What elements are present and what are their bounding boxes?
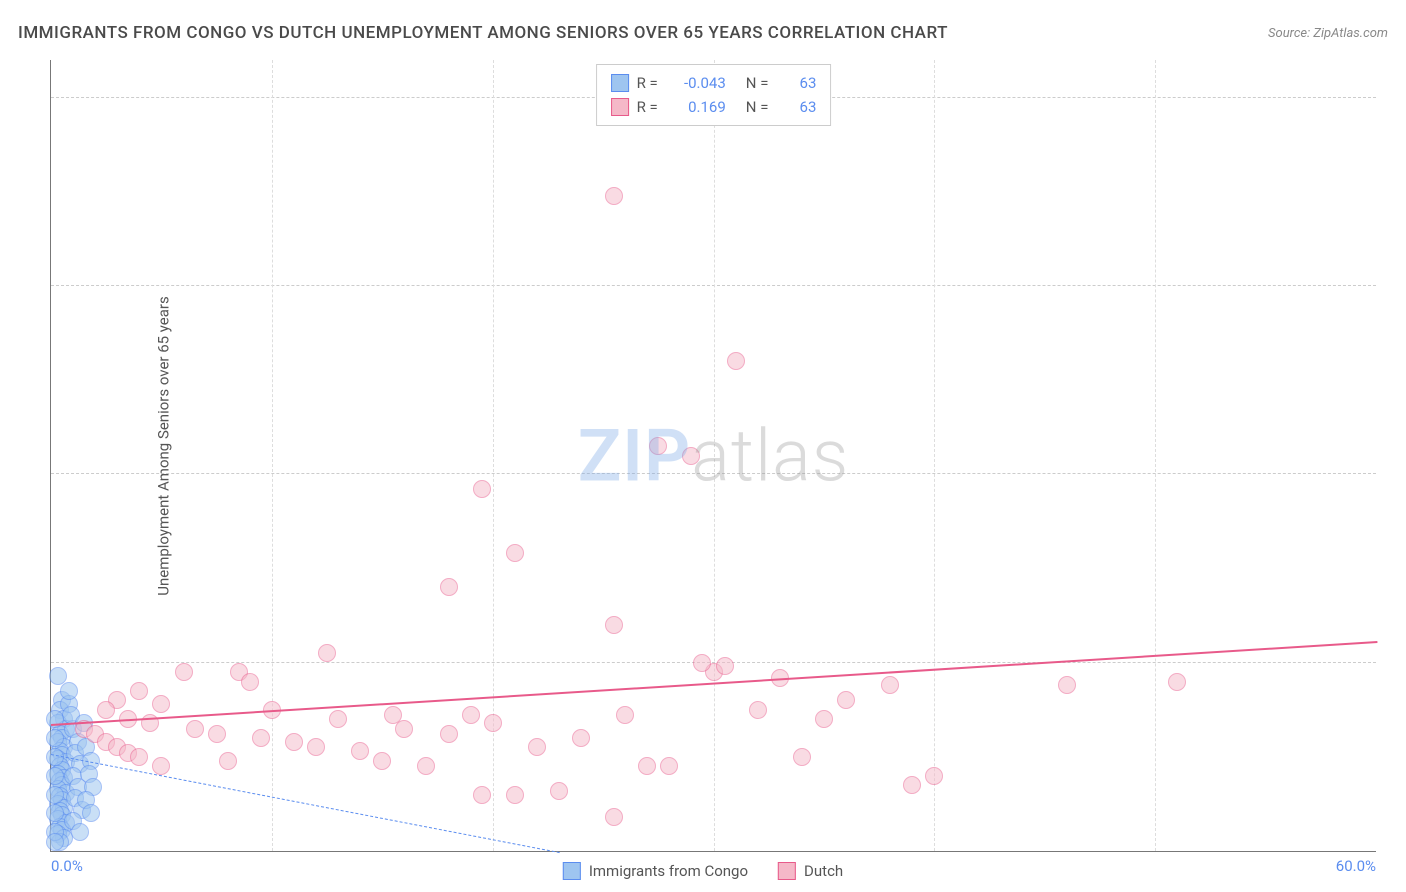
source-label: Source: ZipAtlas.com <box>1268 26 1388 41</box>
scatter-point <box>605 187 623 205</box>
scatter-point <box>71 823 89 841</box>
scatter-point <box>46 804 64 822</box>
scatter-point <box>506 544 524 562</box>
scatter-point <box>60 682 78 700</box>
scatter-point <box>473 786 491 804</box>
scatter-point <box>152 695 170 713</box>
scatter-point <box>1058 676 1076 694</box>
legend-row: R = 0.169 N = 63 <box>611 95 817 119</box>
scatter-point <box>152 757 170 775</box>
y-tick-label: 20.0% <box>1386 465 1406 483</box>
n-label: N = <box>746 71 769 95</box>
scatter-point <box>903 776 921 794</box>
scatter-point <box>46 767 64 785</box>
scatter-point <box>528 738 546 756</box>
scatter-point <box>473 480 491 498</box>
scatter-point <box>384 706 402 724</box>
scatter-point <box>506 786 524 804</box>
legend-swatch <box>611 98 629 116</box>
n-value: 63 <box>776 71 816 95</box>
scatter-point <box>1168 673 1186 691</box>
series-legend: Immigrants from Congo Dutch <box>563 862 843 880</box>
scatter-point <box>208 725 226 743</box>
scatter-point <box>219 752 237 770</box>
scatter-point <box>660 757 678 775</box>
scatter-point <box>130 748 148 766</box>
scatter-point <box>727 352 745 370</box>
scatter-point <box>130 682 148 700</box>
vgridline <box>934 60 935 851</box>
scatter-point <box>252 729 270 747</box>
scatter-point <box>329 710 347 728</box>
r-value: 0.169 <box>666 95 726 119</box>
x-tick-label: 60.0% <box>1336 857 1376 875</box>
scatter-point <box>550 782 568 800</box>
r-value: -0.043 <box>666 71 726 95</box>
scatter-point <box>749 701 767 719</box>
scatter-point <box>484 714 502 732</box>
x-tick-label: 0.0% <box>51 857 83 875</box>
scatter-point <box>462 706 480 724</box>
scatter-point <box>241 673 259 691</box>
scatter-point <box>440 725 458 743</box>
scatter-point <box>97 701 115 719</box>
vgridline <box>493 60 494 851</box>
y-tick-label: 10.0% <box>1386 654 1406 672</box>
correlation-legend: R = -0.043 N = 63 R = 0.169 N = 63 <box>596 64 832 126</box>
scatter-point <box>82 804 100 822</box>
scatter-point <box>285 733 303 751</box>
legend-swatch <box>611 74 629 92</box>
trend-line <box>51 754 559 853</box>
scatter-point <box>46 729 64 747</box>
r-label: R = <box>637 95 658 119</box>
legend-item: Dutch <box>778 862 843 880</box>
scatter-point <box>440 578 458 596</box>
scatter-point <box>351 742 369 760</box>
scatter-point <box>881 676 899 694</box>
chart-title: IMMIGRANTS FROM CONGO VS DUTCH UNEMPLOYM… <box>18 23 948 43</box>
vgridline <box>714 60 715 851</box>
scatter-point <box>793 748 811 766</box>
scatter-point <box>46 786 64 804</box>
n-value: 63 <box>776 95 816 119</box>
scatter-point <box>638 757 656 775</box>
vgridline <box>1155 60 1156 851</box>
scatter-point <box>417 757 435 775</box>
scatter-point <box>46 833 64 851</box>
scatter-point <box>682 447 700 465</box>
legend-label: Immigrants from Congo <box>589 862 748 880</box>
scatter-point <box>693 654 711 672</box>
chart-plot-area: ZIPatlas R =-0.043N =63R =0.169N =63 10.… <box>50 60 1376 852</box>
legend-swatch <box>563 862 581 880</box>
scatter-point <box>605 808 623 826</box>
scatter-point <box>649 437 667 455</box>
scatter-point <box>175 663 193 681</box>
vgridline <box>272 60 273 851</box>
scatter-point <box>318 644 336 662</box>
legend-swatch <box>778 862 796 880</box>
n-label: N = <box>746 95 769 119</box>
legend-row: R = -0.043 N = 63 <box>611 71 817 95</box>
scatter-point <box>307 738 325 756</box>
legend-label: Dutch <box>804 862 843 880</box>
scatter-point <box>815 710 833 728</box>
legend-item: Immigrants from Congo <box>563 862 748 880</box>
r-label: R = <box>637 71 658 95</box>
scatter-point <box>373 752 391 770</box>
scatter-point <box>925 767 943 785</box>
y-tick-label: 30.0% <box>1386 277 1406 295</box>
scatter-point <box>572 729 590 747</box>
scatter-point <box>186 720 204 738</box>
scatter-point <box>616 706 634 724</box>
scatter-point <box>605 616 623 634</box>
scatter-point <box>716 657 734 675</box>
scatter-point <box>837 691 855 709</box>
y-tick-label: 40.0% <box>1386 89 1406 107</box>
